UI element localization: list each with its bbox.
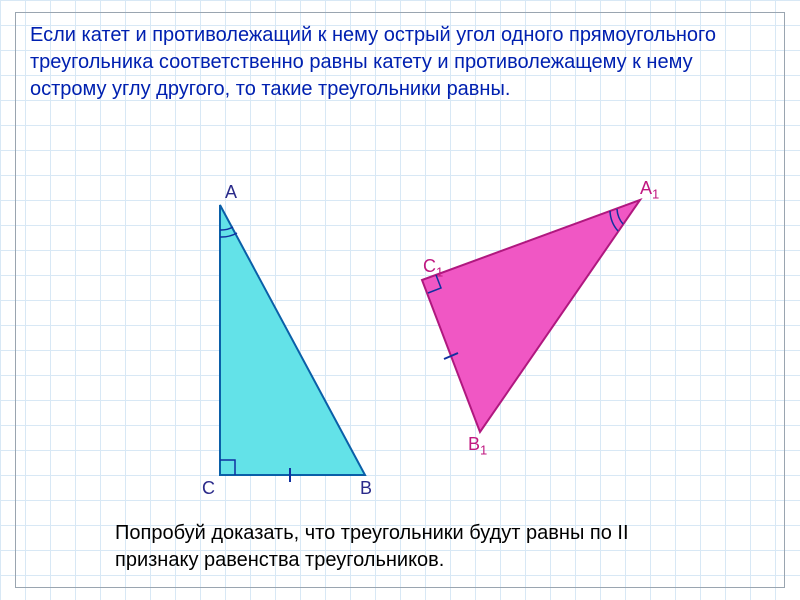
page-border	[15, 12, 785, 588]
